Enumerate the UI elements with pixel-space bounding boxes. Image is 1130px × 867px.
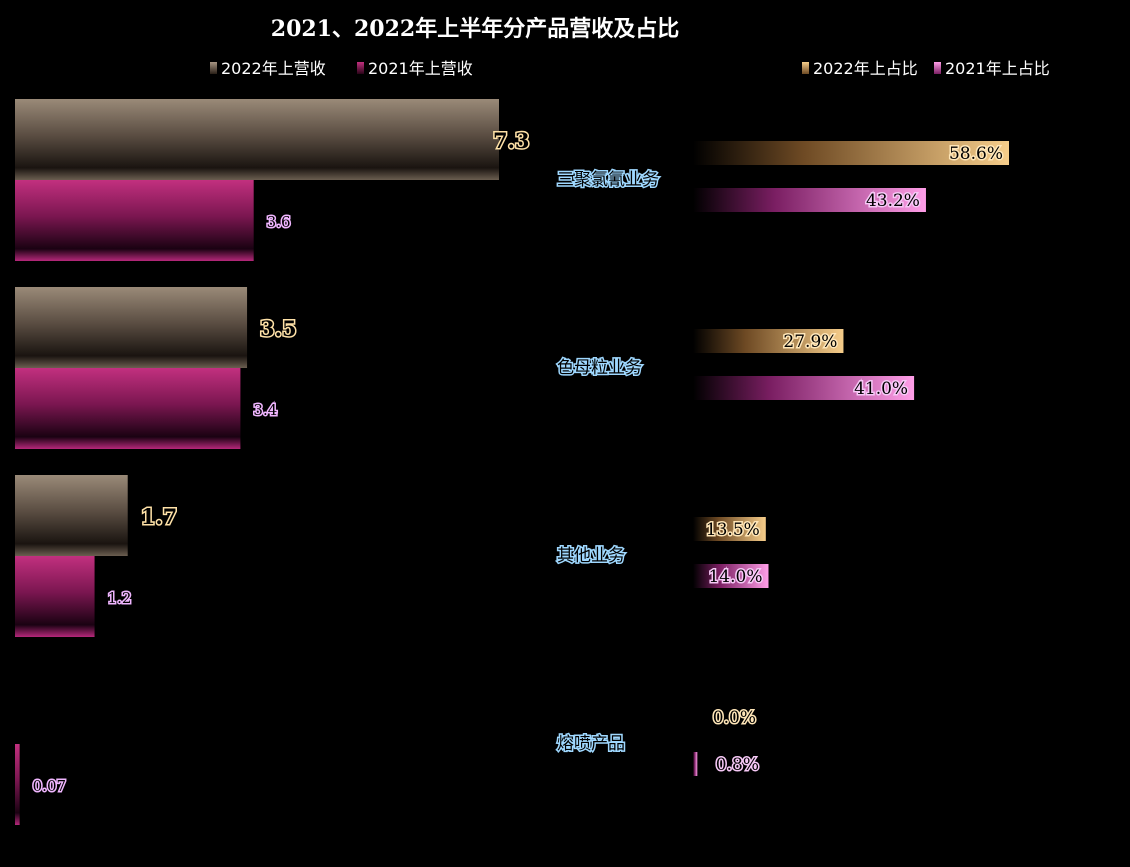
legend-label-2021-share: 2021年上占比 bbox=[945, 59, 1050, 78]
data-label-2022-share: 13.5% bbox=[706, 520, 760, 540]
data-label-2022-revenue: 7.3 bbox=[493, 128, 530, 153]
legend-label-2022-revenue: 2022年上营收 bbox=[221, 59, 326, 78]
data-label-2022-revenue: 3.5 bbox=[260, 316, 297, 341]
bar-2021-share bbox=[693, 376, 915, 400]
data-label-2021-share: 41.0% bbox=[854, 379, 908, 399]
data-label-2021-share: 0.8% bbox=[716, 755, 759, 775]
category-label: 色母粒业务 bbox=[557, 358, 642, 378]
bar-2021-revenue bbox=[15, 744, 20, 825]
data-label-2022-revenue: 1.7 bbox=[141, 504, 178, 529]
data-label-2022-share: 58.6% bbox=[949, 144, 1003, 164]
bar-2021-revenue bbox=[15, 180, 254, 261]
legend-label-2021-revenue: 2021年上营收 bbox=[368, 59, 473, 78]
bar-2022-share bbox=[693, 329, 844, 353]
chart-marks: 7.3 3.6 3.5 3.4 1.7 1.2 0.07 三聚氯氰业务色母粒业务其他业务熔喷产… bbox=[15, 99, 1009, 825]
legend-swatch-2022-revenue bbox=[210, 62, 217, 74]
data-label-2022-share: 27.9% bbox=[783, 332, 837, 352]
category-label: 熔喷产品 bbox=[557, 734, 625, 754]
bar-2021-revenue bbox=[15, 556, 95, 637]
legend-swatch-2021-share bbox=[934, 62, 941, 74]
bar-2022-share bbox=[693, 141, 1009, 165]
data-label-2021-revenue: 1.2 bbox=[108, 589, 132, 607]
category-label: 三聚氯氰业务 bbox=[557, 170, 659, 190]
bar-2021-share bbox=[693, 188, 926, 212]
bar-2022-revenue bbox=[15, 475, 128, 556]
bar-2022-share bbox=[693, 517, 766, 541]
bar-2021-share bbox=[693, 564, 769, 588]
data-label-2021-revenue: 0.07 bbox=[33, 777, 66, 795]
data-label-2022-share: 0.0% bbox=[713, 708, 756, 728]
bar-2022-revenue bbox=[15, 99, 499, 180]
bar-2022-revenue bbox=[15, 287, 248, 368]
legend-swatch-2021-revenue bbox=[357, 62, 364, 74]
chart-title: 2021、2022年上半年分产品营收及占比 bbox=[271, 16, 679, 42]
data-label-2021-share: 43.2% bbox=[866, 191, 920, 211]
bar-2021-share bbox=[693, 752, 698, 776]
data-label-2021-revenue: 3.4 bbox=[253, 401, 277, 419]
legend-swatch-2022-share bbox=[802, 62, 809, 74]
data-label-2021-share: 14.0% bbox=[708, 567, 762, 587]
bar-2021-revenue bbox=[15, 368, 241, 449]
data-label-2021-revenue: 3.6 bbox=[267, 213, 291, 231]
legend-label-2022-share: 2022年上占比 bbox=[813, 59, 918, 78]
category-label: 其他业务 bbox=[557, 546, 625, 566]
